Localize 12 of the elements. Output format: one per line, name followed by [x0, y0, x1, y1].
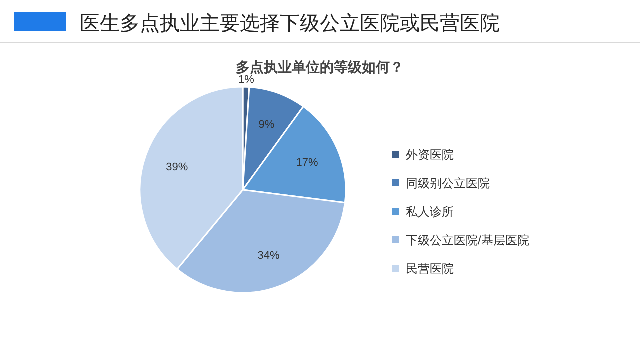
- data-label: 34%: [258, 250, 280, 262]
- chart-title: 医生多点执业主要选择下级公立医院或民营医院: [80, 12, 500, 35]
- data-label: 17%: [296, 157, 318, 170]
- data-label: 39%: [166, 161, 188, 174]
- legend-label: 外资医院: [406, 148, 454, 162]
- data-label: 9%: [258, 119, 275, 132]
- data-label: 1%: [238, 74, 255, 86]
- legend-label: 民营医院: [406, 262, 454, 276]
- legend-label: 私人诊所: [406, 205, 454, 219]
- legend-label: 同级别公立医院: [406, 176, 490, 190]
- legend-label: 下级公立医院/基层医院: [406, 234, 530, 248]
- chart-subtitle: 多点执业单位的等级如何？: [236, 59, 404, 75]
